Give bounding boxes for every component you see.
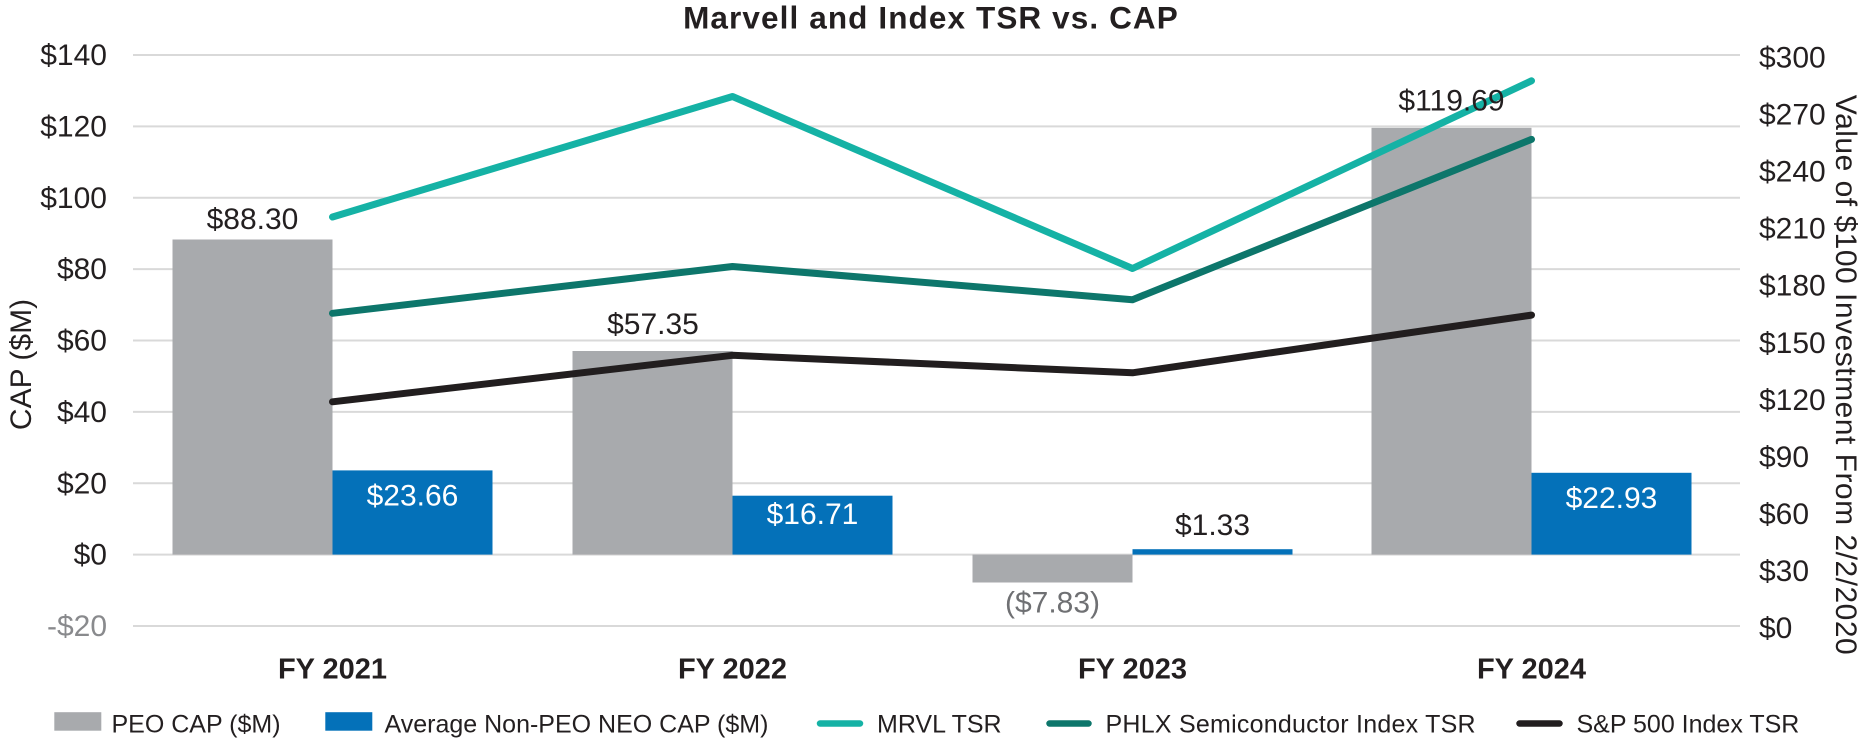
svg-text:$20: $20 [57,467,107,500]
svg-text:$300: $300 [1759,42,1826,75]
svg-text:$60: $60 [57,325,107,358]
svg-text:FY 2022: FY 2022 [678,654,787,686]
svg-text:$60: $60 [1759,498,1809,531]
svg-text:$1.33: $1.33 [1175,509,1250,542]
svg-text:PEO CAP ($M): PEO CAP ($M) [112,710,281,738]
svg-text:$140: $140 [40,39,107,72]
svg-text:$16.71: $16.71 [767,498,859,531]
svg-text:$210: $210 [1759,213,1826,246]
svg-text:($7.83): ($7.83) [1005,587,1100,620]
svg-text:MRVL TSR: MRVL TSR [877,710,1002,738]
svg-text:$150: $150 [1759,327,1826,360]
svg-text:$0: $0 [74,539,107,572]
svg-text:Average Non-PEO NEO CAP ($M): Average Non-PEO NEO CAP ($M) [385,710,769,738]
svg-text:$270: $270 [1759,99,1826,132]
svg-text:$0: $0 [1759,612,1792,645]
svg-text:FY 2024: FY 2024 [1477,654,1586,686]
svg-text:-$20: -$20 [47,610,107,643]
svg-text:$30: $30 [1759,555,1809,588]
svg-text:Marvell and Index TSR vs. CAP: Marvell and Index TSR vs. CAP [683,0,1179,36]
svg-text:$240: $240 [1759,156,1826,189]
svg-text:$88.30: $88.30 [207,203,299,236]
svg-text:$90: $90 [1759,441,1809,474]
svg-text:$120: $120 [40,110,107,143]
svg-text:FY 2023: FY 2023 [1078,654,1187,686]
svg-text:FY 2021: FY 2021 [278,654,387,686]
svg-text:S&P 500 Index TSR: S&P 500 Index TSR [1577,710,1800,738]
svg-text:CAP ($M): CAP ($M) [5,299,38,430]
svg-text:$180: $180 [1759,270,1826,303]
svg-text:Value of $100 Investment From: Value of $100 Investment From 2/2/2020 [1829,95,1862,655]
svg-text:$22.93: $22.93 [1566,482,1658,515]
svg-text:$119.69: $119.69 [1398,85,1504,118]
svg-text:$120: $120 [1759,384,1826,417]
svg-text:$100: $100 [40,182,107,215]
svg-text:$23.66: $23.66 [367,480,459,513]
svg-text:PHLX Semiconductor Index TSR: PHLX Semiconductor Index TSR [1106,710,1476,738]
svg-text:$40: $40 [57,396,107,429]
svg-text:$80: $80 [57,253,107,286]
svg-text:$57.35: $57.35 [607,308,699,341]
